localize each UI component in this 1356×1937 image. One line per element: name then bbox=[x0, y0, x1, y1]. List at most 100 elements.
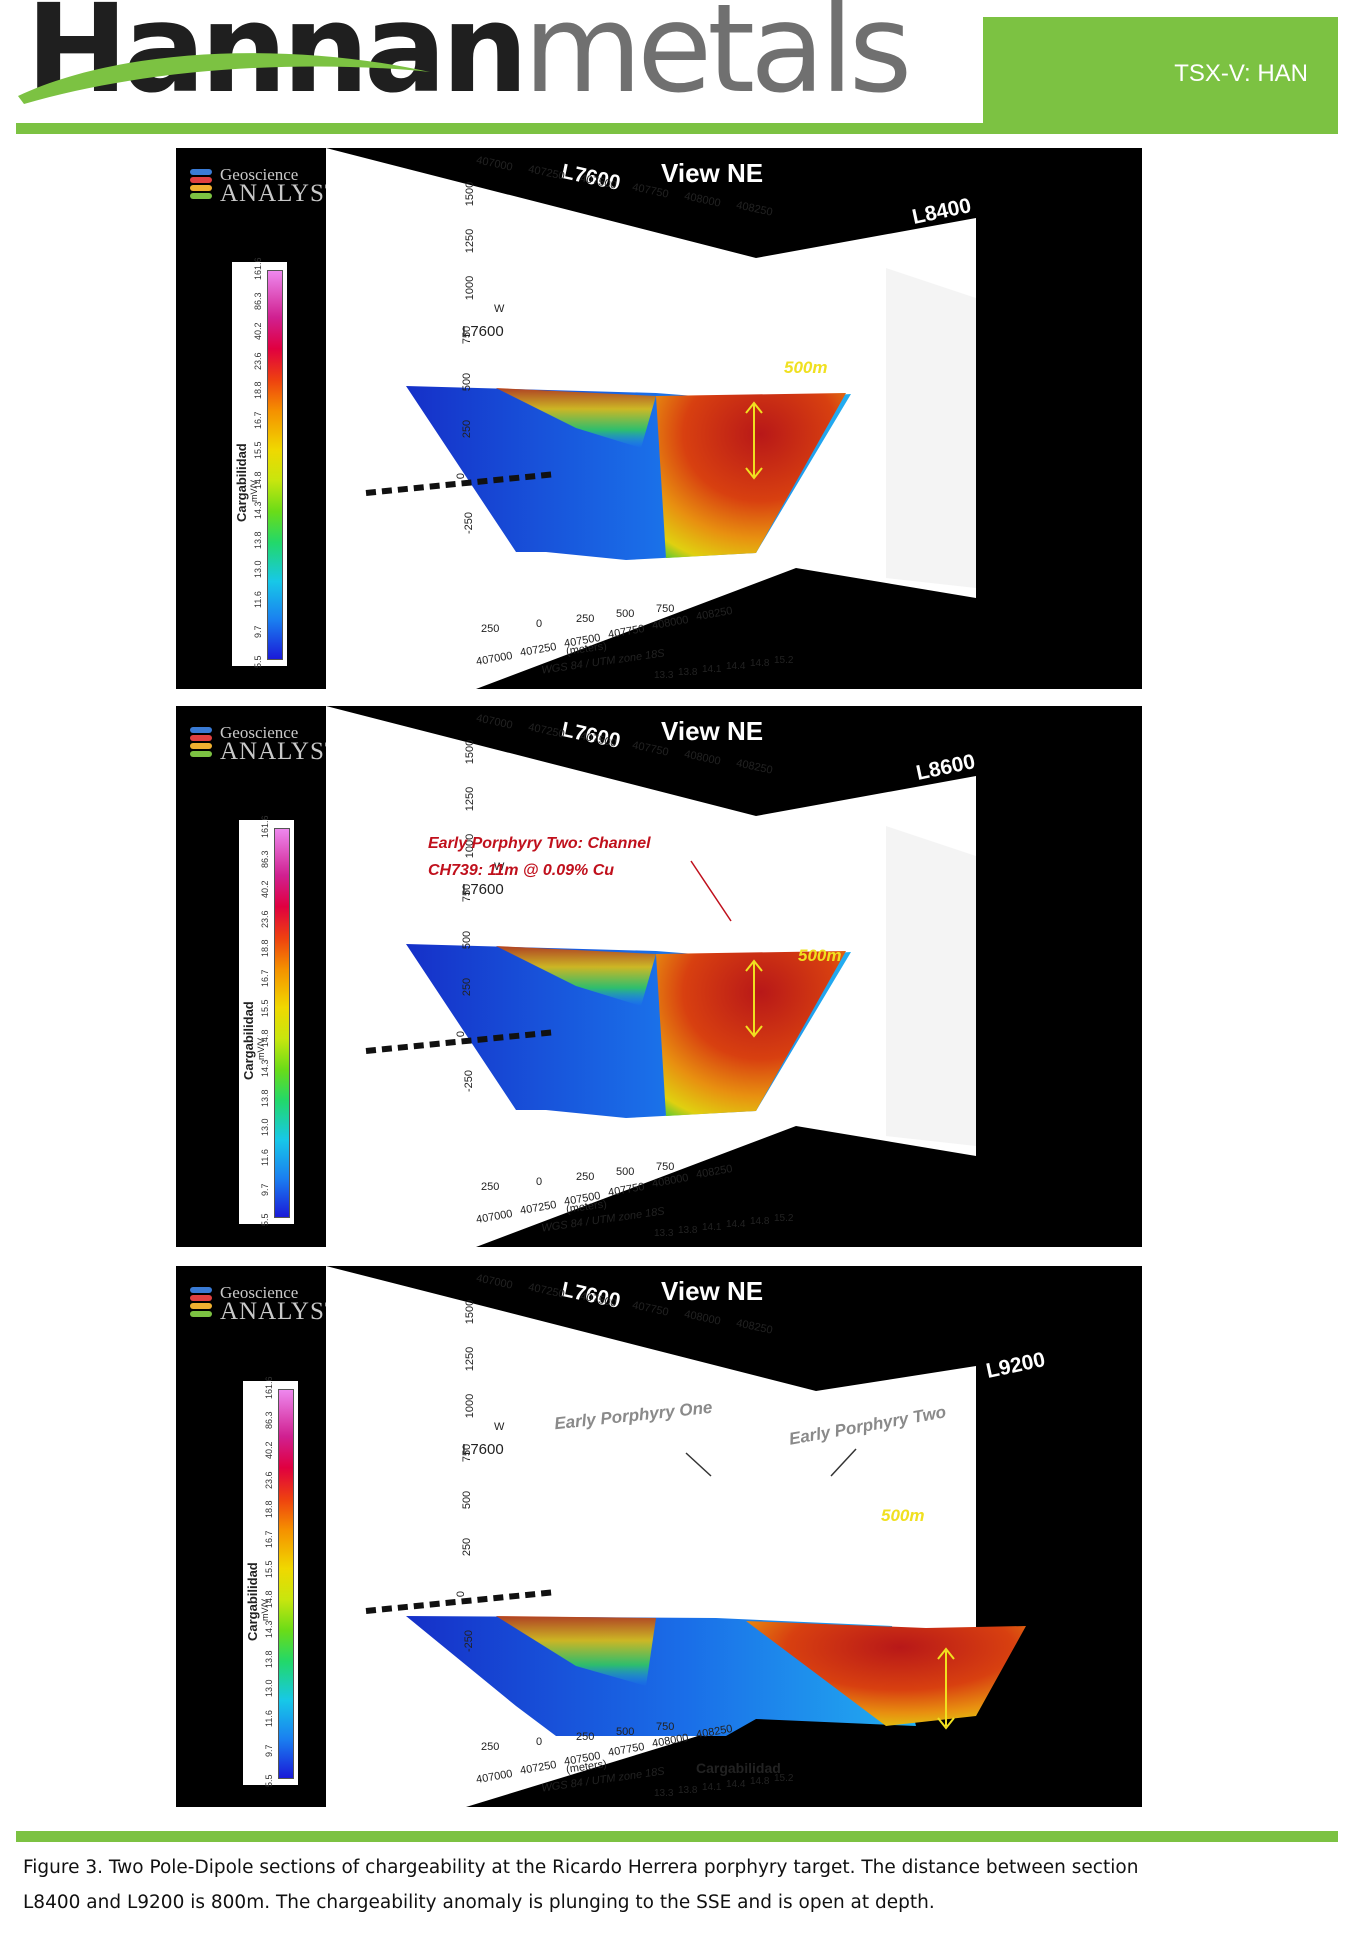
elevation-tick: 0 bbox=[455, 1030, 468, 1038]
elevation-tick: 250 bbox=[461, 1537, 474, 1557]
elevation-tick: 0 bbox=[455, 1590, 468, 1598]
legend-tick: 15.5 bbox=[253, 441, 263, 460]
scale-tick: 750 bbox=[656, 603, 675, 615]
west-label: W bbox=[494, 861, 505, 873]
legend-tick: 40.2 bbox=[260, 880, 270, 898]
legend-tick: 161.6 bbox=[260, 815, 270, 838]
legend-title: Cargabilidad bbox=[241, 1001, 256, 1080]
geoscience-analyst-logo: Geoscience ANALYST bbox=[190, 1283, 342, 1325]
bottom-legend-tick: 14.1 bbox=[702, 1222, 722, 1233]
channel-callout: Early Porphyry Two: Channel CH739: 11m @ … bbox=[428, 830, 651, 884]
geoscience-analyst-logo: Geoscience ANALYST bbox=[190, 724, 341, 764]
legend-tick: 23.6 bbox=[264, 1471, 274, 1489]
scale-tick: 250 bbox=[576, 1171, 595, 1183]
bottom-legend-tick: 13.3 bbox=[654, 1228, 674, 1239]
legend-tick: 18.8 bbox=[260, 939, 270, 958]
legend-tick: 14.3 bbox=[264, 1620, 274, 1638]
legend-tick: 15.5 bbox=[264, 1560, 274, 1579]
elevation-tick: 250 bbox=[461, 419, 474, 439]
scale-tick: 0 bbox=[536, 1176, 543, 1188]
bottom-legend-tick: 14.1 bbox=[702, 1782, 722, 1793]
legend-tick: 11.6 bbox=[260, 1149, 270, 1167]
line-marker-left: L7600 bbox=[462, 1441, 504, 1458]
bottom-legend-tick: 14.4 bbox=[726, 1779, 746, 1790]
bottom-legend-tick: 14.4 bbox=[726, 661, 746, 672]
section-panel-1: Geoscience ANALYST 5.5 9.7 11.6 13.0 13.8 14.3 1… bbox=[176, 148, 1142, 689]
legend-ticks: 5.5 9.7 11.6 13.0 13.8 14.3 14.8 15.5 16.7 18.8 23… bbox=[260, 815, 272, 1226]
logo-text-metals: metals bbox=[523, 0, 912, 120]
legend-tick: 13.8 bbox=[253, 531, 263, 549]
bottom-legend-tick: 15.2 bbox=[774, 1213, 794, 1224]
geoscience-analyst-logo: Geoscience ANALYST bbox=[190, 165, 342, 207]
legend-tick: 9.7 bbox=[253, 625, 263, 639]
ticker-badge: TSX-V: HAN bbox=[983, 17, 1338, 130]
geoscience-label: Geoscience bbox=[220, 165, 299, 184]
footer-divider bbox=[16, 1831, 1338, 1842]
elevation-tick: 1500 bbox=[464, 1299, 477, 1325]
legend-tick: 14.3 bbox=[253, 501, 263, 519]
view-label: View NE bbox=[661, 1276, 764, 1306]
geoscience-logo-icon bbox=[190, 1287, 212, 1319]
analyst-label: ANALYST bbox=[220, 1298, 342, 1325]
elevation-tick: 1000 bbox=[464, 1393, 477, 1419]
bottom-legend-tick: 15.2 bbox=[774, 655, 794, 666]
scale-tick: 250 bbox=[481, 623, 500, 635]
bottom-legend-tick: 13.3 bbox=[654, 1788, 674, 1799]
legend-unit: mV/V bbox=[256, 1037, 266, 1060]
geoscience-logo-icon bbox=[190, 169, 212, 201]
legend-tick: 13.0 bbox=[264, 1679, 274, 1698]
legend-title: Cargabilidad bbox=[234, 443, 249, 522]
elevation-tick: 750 bbox=[461, 883, 474, 903]
elevation-tick: 1500 bbox=[464, 739, 477, 765]
section-sheet bbox=[326, 1266, 1026, 1807]
legend-tick: 5.5 bbox=[260, 1213, 270, 1226]
elevation-tick: 500 bbox=[461, 1490, 474, 1510]
legend-tick: 16.7 bbox=[264, 1530, 274, 1549]
legend-tick: 86.3 bbox=[253, 292, 263, 310]
elevation-tick: 0 bbox=[455, 472, 468, 480]
bottom-legend-tick: 13.3 bbox=[654, 670, 674, 681]
legend-unit: mV/V bbox=[249, 479, 259, 502]
scale-tick: 250 bbox=[481, 1181, 500, 1193]
legend-tick: 14.3 bbox=[260, 1059, 270, 1077]
logo-swoosh bbox=[18, 53, 430, 104]
view-label: View NE bbox=[661, 158, 764, 188]
elevation-tick: 1250 bbox=[464, 786, 477, 812]
chargeability-legend: 5.5 9.7 11.6 13.0 13.8 14.3 14.8 15.5 16.7 18.8 23… bbox=[232, 257, 287, 668]
legend-tick: 9.7 bbox=[264, 1744, 274, 1758]
bottom-legend-tick: 14.4 bbox=[726, 1219, 746, 1230]
section-sheet bbox=[326, 706, 976, 1247]
elevation-tick: -250 bbox=[463, 511, 476, 535]
legend-ticks: 5.5 9.7 11.6 13.0 13.8 14.3 14.8 15.5 16.7 18.8 23… bbox=[264, 1376, 276, 1787]
bottom-legend-tick: 14.8 bbox=[750, 1216, 770, 1227]
legend-tick: 16.7 bbox=[253, 411, 263, 430]
legend-tick: 18.8 bbox=[253, 381, 263, 400]
section-sheet bbox=[326, 148, 976, 689]
section-panel-2: Geoscience ANALYST 5.5 9.7 11.6 13.0 13.8 14.3 1… bbox=[176, 706, 1142, 1247]
legend-tick: 13.8 bbox=[260, 1089, 270, 1107]
analyst-label: ANALYST bbox=[220, 180, 342, 207]
elevation-tick: 750 bbox=[461, 1443, 474, 1463]
legend-title: Cargabilidad bbox=[245, 1562, 260, 1641]
view-label: View NE bbox=[661, 716, 764, 746]
legend-tick: 16.7 bbox=[260, 969, 270, 988]
scale-tick: 0 bbox=[536, 618, 543, 630]
bottom-legend-title: Cargabilidad bbox=[696, 1760, 781, 1776]
elevation-tick: 500 bbox=[461, 372, 474, 392]
company-logo: Hannanmetals bbox=[26, 0, 912, 110]
legend-tick: 5.5 bbox=[264, 1774, 274, 1787]
legend-tick: 11.6 bbox=[264, 1710, 274, 1728]
bottom-legend-tick: 15.2 bbox=[774, 1773, 794, 1784]
geoscience-label: Geoscience bbox=[220, 1283, 299, 1302]
header-divider bbox=[16, 123, 1338, 134]
elevation-tick: 1000 bbox=[464, 275, 477, 301]
legend-tick: 161.6 bbox=[264, 1376, 274, 1399]
scale-tick: 250 bbox=[481, 1741, 500, 1753]
legend-tick: 23.6 bbox=[253, 352, 263, 370]
legend-unit: mV/V bbox=[260, 1598, 270, 1621]
bottom-legend-tick: 13.8 bbox=[678, 1225, 698, 1236]
scale-tick: 250 bbox=[576, 1731, 595, 1743]
bottom-legend-tick: 13.8 bbox=[678, 667, 698, 678]
geoscience-logo-icon bbox=[190, 727, 212, 759]
legend-tick: 86.3 bbox=[260, 850, 270, 868]
